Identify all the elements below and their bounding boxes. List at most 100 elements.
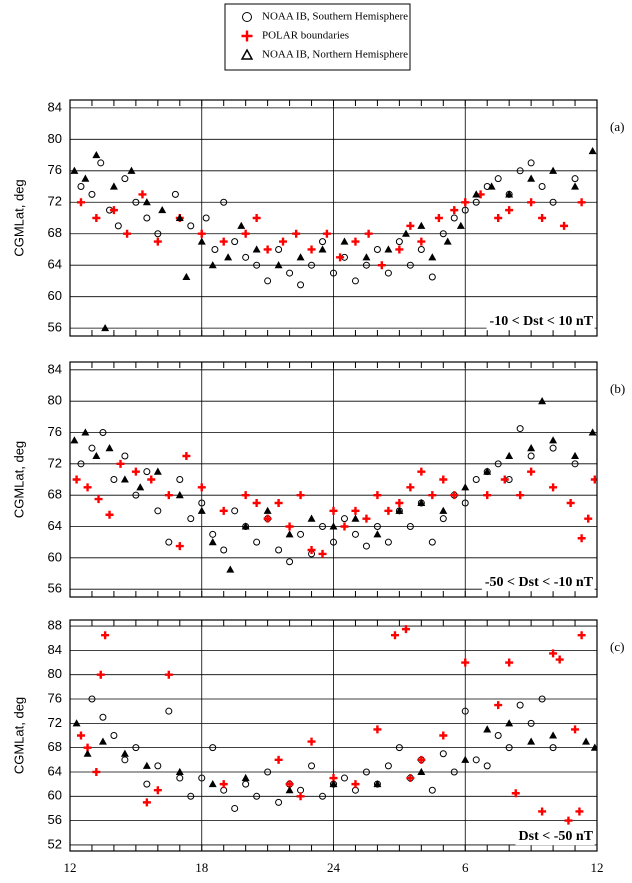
point (516, 167, 524, 175)
point (417, 245, 425, 253)
point (253, 538, 261, 546)
point (527, 444, 536, 452)
point (253, 792, 261, 800)
point (329, 780, 338, 788)
point (373, 523, 381, 530)
point (143, 214, 151, 222)
point (439, 475, 448, 484)
point (428, 273, 436, 281)
point (241, 491, 250, 500)
point (428, 786, 436, 794)
point (278, 237, 287, 246)
point (373, 245, 381, 253)
point (99, 713, 107, 721)
point (143, 468, 151, 476)
point (241, 773, 250, 782)
point (296, 253, 305, 261)
point (373, 725, 382, 734)
y-tick-label: 80 (48, 393, 62, 408)
legend: NOAA IB, Southern Hemisphere POLAR bounda… (240, 11, 408, 61)
point (297, 530, 305, 538)
point (109, 206, 118, 215)
series-group (70, 147, 597, 332)
point (494, 732, 502, 739)
point (308, 762, 316, 770)
point (527, 198, 536, 207)
point (364, 229, 373, 238)
point (450, 206, 459, 215)
point (571, 175, 579, 183)
point (450, 768, 458, 776)
point (428, 538, 436, 546)
legend-label: POLAR boundaries (262, 30, 349, 42)
point (98, 737, 107, 745)
point (417, 755, 426, 764)
point (110, 732, 118, 739)
point (219, 780, 228, 789)
point (285, 530, 294, 538)
point (330, 538, 337, 546)
y-tick-label: 56 (48, 812, 62, 827)
point (263, 514, 272, 523)
y-tick-label: 84 (48, 361, 62, 376)
point (395, 506, 404, 514)
point (175, 491, 184, 499)
point (96, 670, 105, 679)
y-tick-label: 72 (48, 715, 62, 730)
point (208, 538, 217, 546)
x-tick-label: 18 (195, 860, 208, 875)
point (263, 506, 272, 514)
point (549, 731, 558, 739)
y-tick-label: 80 (48, 666, 62, 681)
point (70, 166, 79, 174)
y-tick-label: 60 (48, 549, 62, 564)
point (264, 277, 272, 285)
point (487, 182, 496, 190)
point (114, 222, 122, 230)
point (123, 229, 132, 238)
point (351, 780, 360, 789)
series-group (72, 625, 597, 825)
point (577, 534, 586, 543)
y-tick-label: 56 (48, 320, 62, 335)
point (406, 774, 415, 783)
point (538, 214, 547, 222)
point (72, 475, 81, 484)
point (318, 245, 327, 253)
point (443, 237, 452, 245)
point (208, 261, 217, 269)
point (439, 750, 447, 758)
point (286, 269, 294, 277)
point (322, 229, 331, 238)
point (516, 425, 524, 433)
point (292, 229, 301, 238)
point (483, 725, 492, 733)
point (439, 230, 447, 238)
point (549, 198, 557, 206)
point (461, 658, 470, 667)
point (109, 182, 118, 190)
point (171, 190, 179, 198)
point (165, 538, 173, 546)
panel-label: (b) (610, 381, 625, 396)
point (384, 538, 392, 546)
point (307, 546, 316, 554)
point (362, 514, 371, 523)
point (138, 190, 147, 199)
point (175, 213, 184, 222)
point (406, 261, 414, 269)
annotation-bg (515, 828, 595, 846)
point (175, 542, 184, 551)
point (147, 475, 156, 484)
point (88, 444, 96, 452)
point (417, 467, 426, 476)
point (176, 476, 184, 483)
plot-frame (69, 619, 598, 852)
y-tick-label: 52 (48, 836, 62, 851)
point (340, 774, 348, 782)
point (555, 655, 564, 664)
point (494, 175, 502, 183)
point (237, 221, 246, 229)
point (182, 272, 191, 281)
point (564, 816, 573, 825)
